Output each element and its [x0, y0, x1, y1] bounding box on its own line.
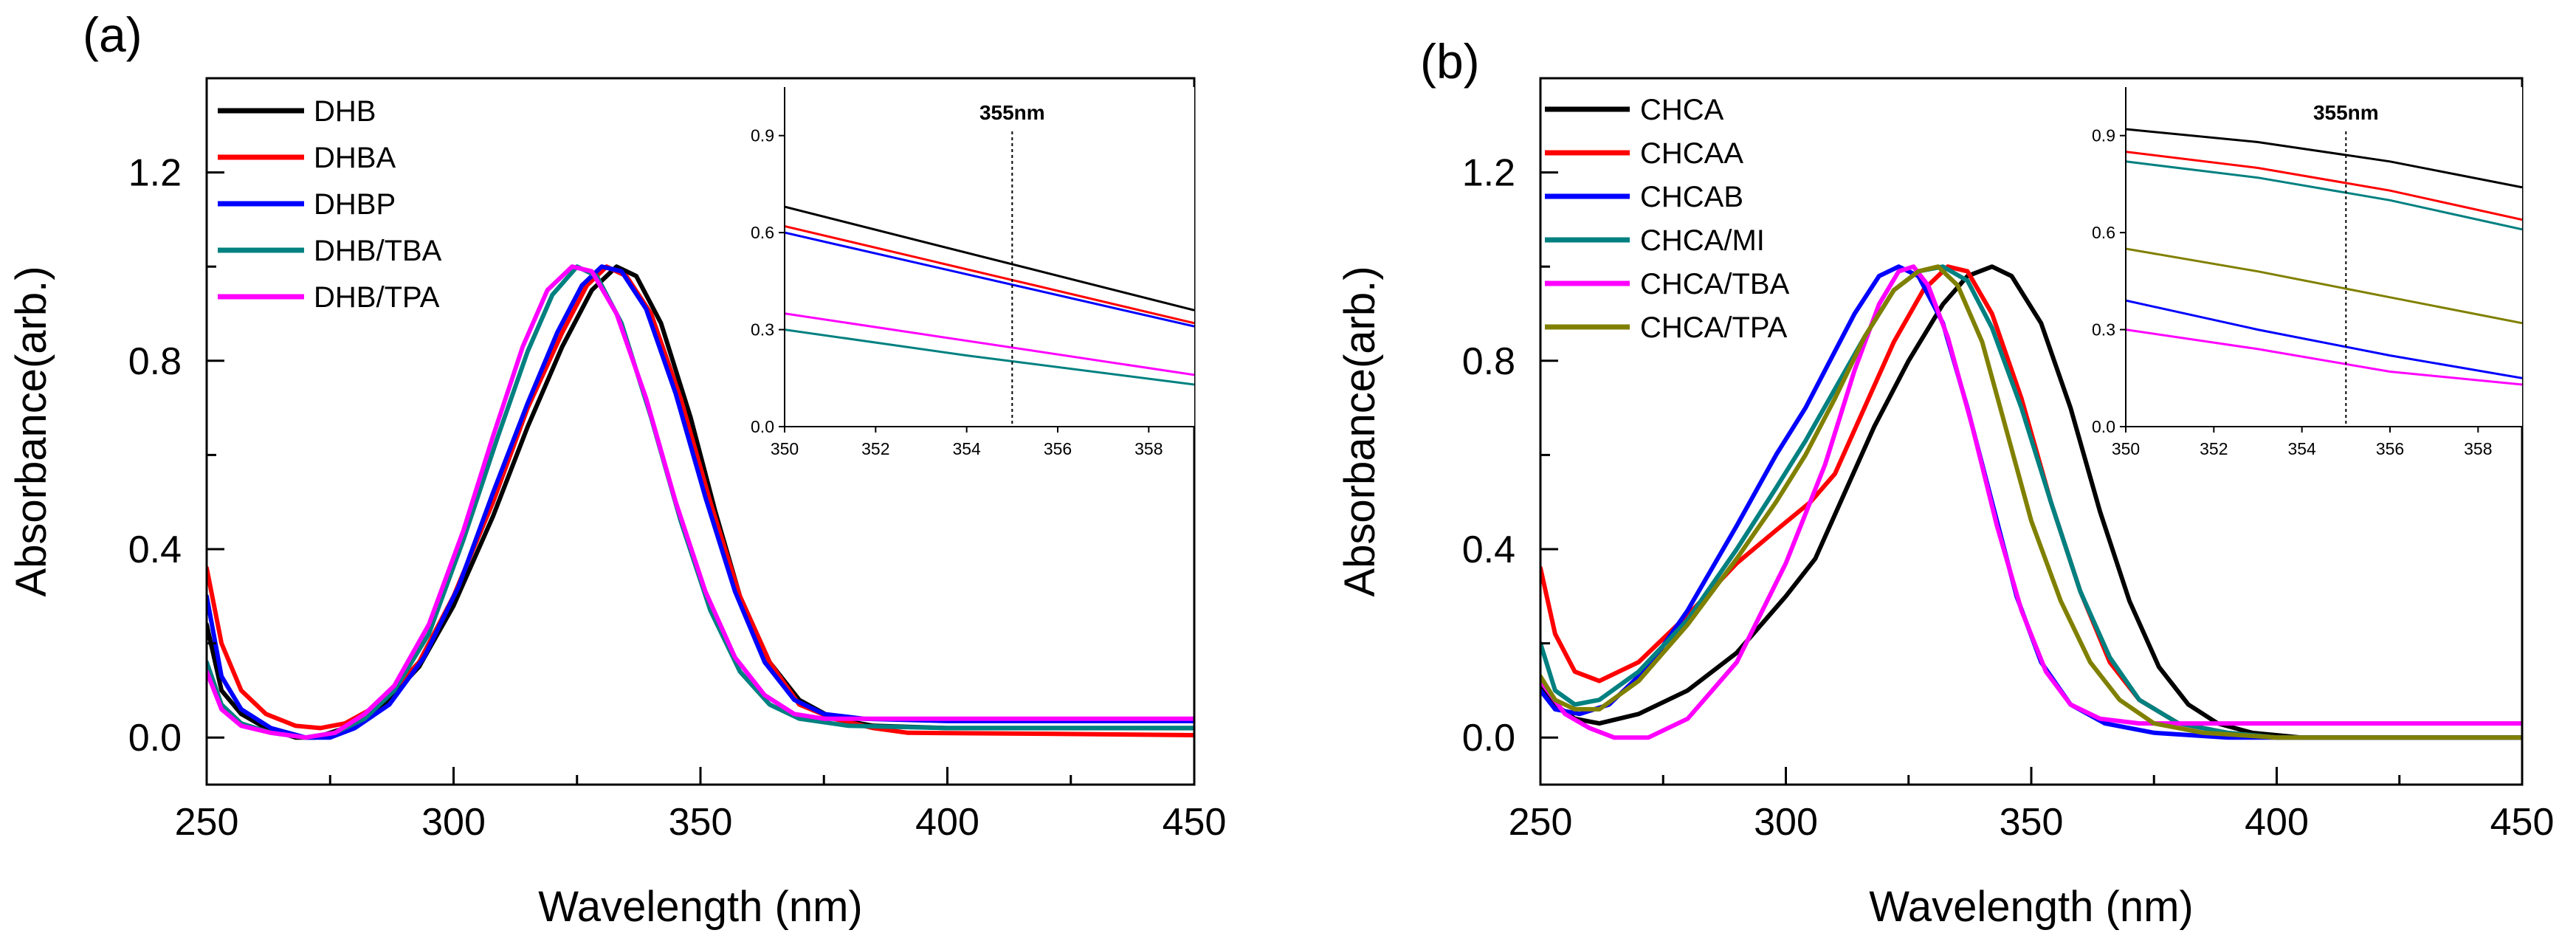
inset-lines	[2126, 128, 2522, 386]
inset-background	[2126, 87, 2522, 427]
y-tick-label: 0.4	[1462, 528, 1515, 571]
y-axis-title: Absorbance(arb.)	[1336, 266, 1384, 596]
y-tick-label: 0.0	[128, 717, 182, 760]
series-line-dhb-tpa	[207, 264, 1194, 740]
x-tick-label: 250	[175, 801, 239, 844]
inset-lines	[785, 205, 1194, 386]
x-axis-title: Wavelength (nm)	[1869, 883, 2193, 931]
x-tick-label: 300	[1754, 801, 1818, 844]
inset-series-line	[785, 205, 1194, 311]
x-tick-label: 450	[2490, 801, 2555, 844]
inset-series-line	[785, 224, 1194, 325]
inset-series-line	[2126, 160, 2522, 231]
inset-x-tick-label: 356	[1044, 439, 1072, 458]
inset-x-tick-label: 354	[2287, 439, 2316, 458]
legend-label-dhba: DHBA	[314, 142, 396, 174]
inset-x-tick-label: 354	[952, 439, 981, 458]
y-tick-label: 1.2	[128, 152, 182, 195]
y-tick-label: 1.2	[1462, 152, 1515, 195]
legend-label-chcab: CHCAB	[1640, 181, 1743, 213]
inset-series-line	[2126, 328, 2522, 386]
inset-series-line	[2126, 247, 2522, 325]
inset-x-tick-label: 350	[771, 439, 799, 458]
inset-x-tick-label: 352	[2200, 439, 2228, 458]
legend-label-dhbp: DHBP	[314, 188, 396, 221]
x-tick-label: 400	[2245, 801, 2309, 844]
series-lines	[207, 264, 1194, 740]
inset-background	[785, 87, 1194, 427]
inset-x-tick-label: 352	[861, 439, 889, 458]
y-tick-label: 0.0	[1462, 717, 1515, 760]
inset-y-tick-label: 0.9	[751, 126, 774, 145]
series-line-chca	[1540, 264, 2522, 740]
inset-series-line	[785, 231, 1194, 328]
inset-y-tick-label: 0.3	[751, 320, 774, 340]
legend-label-chcaa: CHCAA	[1640, 137, 1743, 170]
inset-series-line	[785, 328, 1194, 386]
legend-label-chca: CHCA	[1640, 94, 1724, 126]
inset: 350 352 354 356 358 0.0 0.3 0.6 0.9 355nm	[2092, 87, 2522, 458]
panel-b: (b) 250 300 350 400 450 0.0 0.4 0.8 1.2 Wavelength…	[1336, 34, 2554, 931]
inset-marker-label: 355nm	[979, 101, 1045, 124]
panel-label-a: (a)	[83, 7, 142, 62]
inset-y-tick-label: 0.6	[751, 223, 774, 242]
series-line-chca-tpa	[1540, 264, 2522, 740]
legend-label-dhb: DHB	[314, 95, 376, 128]
legend-label-dhb-tpa: DHB/TPA	[314, 281, 440, 314]
inset-marker-label: 355nm	[2313, 101, 2379, 124]
y-tick-label: 0.8	[128, 340, 182, 383]
legend-label-chca-tba: CHCA/TBA	[1640, 268, 1790, 300]
legend-label-chca-tpa: CHCA/TPA	[1640, 311, 1788, 344]
inset-y-tick-label: 0.6	[2092, 223, 2115, 242]
x-tick-label: 350	[2000, 801, 2064, 844]
inset-x-tick-label: 350	[2112, 439, 2140, 458]
inset-x-tick-label: 358	[2464, 439, 2492, 458]
inset-x-tick-label: 356	[2376, 439, 2404, 458]
legend-label-dhb-tba: DHB/TBA	[314, 235, 442, 267]
y-tick-label: 0.4	[128, 528, 182, 571]
y-tick-label: 0.8	[1462, 340, 1515, 383]
y-axis-title: Absorbance(arb.)	[7, 266, 55, 596]
inset-series-line	[785, 312, 1194, 376]
inset-series-line	[2126, 299, 2522, 379]
inset-y-tick-label: 0.0	[2092, 417, 2115, 436]
legend: CHCA CHCAA CHCAB CHCA/MI CHCA/TBA CHCA/TPA	[1545, 94, 1790, 344]
x-tick-label: 250	[1509, 801, 1573, 844]
x-axis-title: Wavelength (nm)	[538, 883, 862, 931]
inset-y-tick-label: 0.0	[751, 417, 774, 436]
inset-series-line	[2126, 128, 2522, 189]
x-tick-label: 400	[915, 801, 979, 844]
inset-x-tick-label: 358	[1134, 439, 1163, 458]
legend-label-chca-mi: CHCA/MI	[1640, 224, 1765, 257]
x-tick-label: 300	[421, 801, 486, 844]
panel-label-b: (b)	[1420, 34, 1480, 89]
x-tick-label: 450	[1163, 801, 1227, 844]
inset-y-tick-label: 0.9	[2092, 126, 2115, 145]
series-lines	[1540, 264, 2522, 740]
panel-a: (a) 250 300 350 400 450 0.0 0.4 0.8 1.2 Wavelength…	[7, 7, 1226, 931]
inset: 350 352 354 356 358 0.0 0.3 0.6 0.9 355nm	[751, 87, 1194, 458]
x-tick-label: 350	[669, 801, 733, 844]
inset-series-line	[2126, 151, 2522, 221]
inset-y-tick-label: 0.3	[2092, 320, 2115, 340]
series-line-chca-tba	[1540, 264, 2522, 740]
legend: DHB DHBA DHBP DHB/TBA DHB/TPA	[218, 95, 442, 314]
